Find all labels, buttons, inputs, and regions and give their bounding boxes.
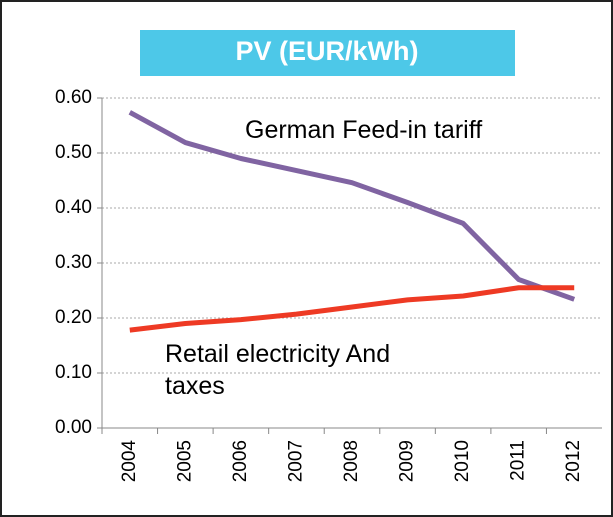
title-box bbox=[140, 30, 515, 76]
x-tick-label: 2008 bbox=[341, 440, 362, 482]
series-label: German Feed-in tariff bbox=[245, 116, 483, 144]
y-tick-label: 0.60 bbox=[55, 87, 92, 108]
series-label: Retail electricity And taxes bbox=[165, 340, 391, 400]
x-tick-label: 2004 bbox=[119, 440, 140, 483]
x-tick-label: 2012 bbox=[563, 440, 584, 482]
chart-title: PV (EUR/kWh) bbox=[235, 36, 418, 66]
y-tick-label: 0.30 bbox=[55, 252, 92, 273]
x-tick-label: 2005 bbox=[174, 440, 195, 482]
y-tick-label: 0.40 bbox=[55, 197, 92, 218]
y-tick-label: 0.10 bbox=[55, 362, 92, 383]
y-tick-label: 0.00 bbox=[55, 417, 92, 438]
x-tick-label: 2007 bbox=[285, 440, 306, 482]
y-tick-label: 0.50 bbox=[55, 142, 92, 163]
series-line bbox=[129, 285, 575, 333]
x-tick-label: 2009 bbox=[397, 440, 418, 482]
y-tick-label: 0.20 bbox=[55, 307, 92, 328]
x-tick-label: 2011 bbox=[508, 440, 529, 481]
series-line bbox=[128, 110, 576, 302]
x-tick-label: 2006 bbox=[230, 440, 251, 482]
x-tick-label: 2010 bbox=[452, 440, 473, 482]
